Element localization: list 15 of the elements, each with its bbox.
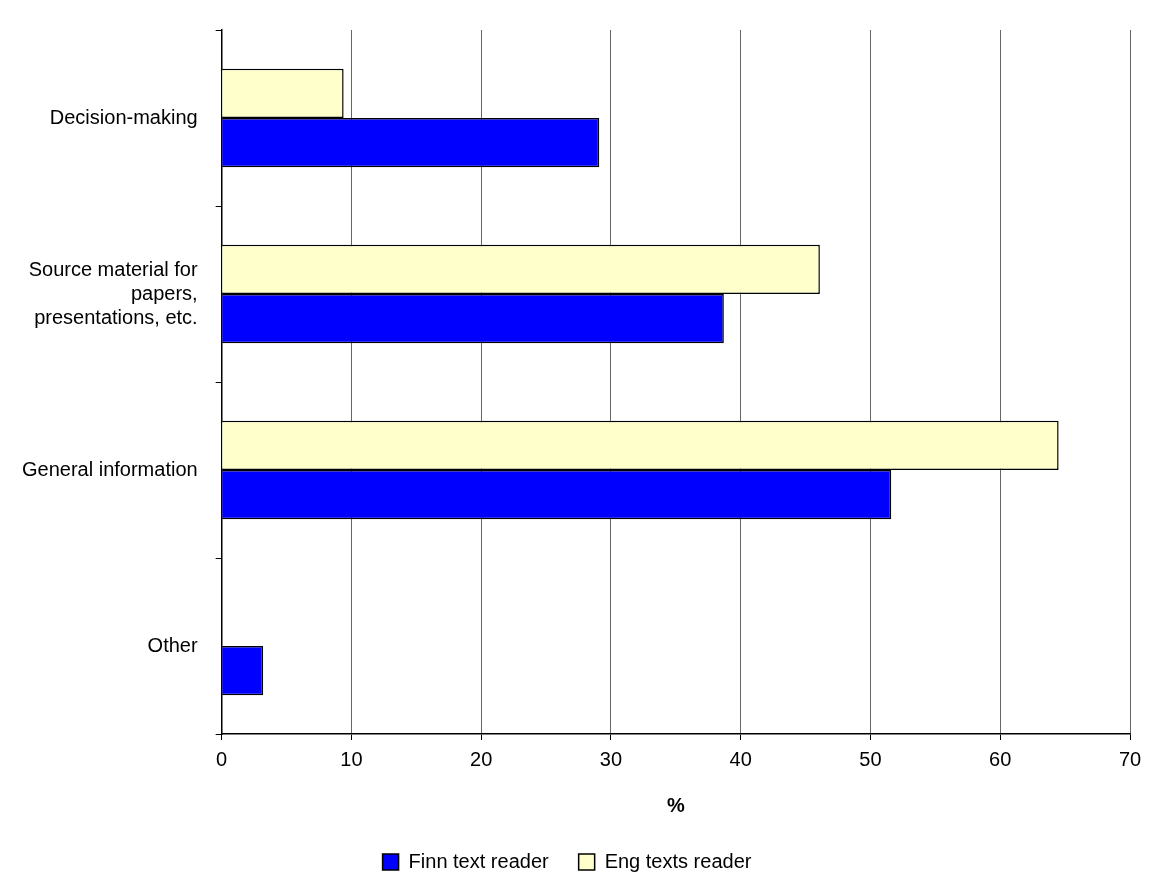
x-tick-label: 30 <box>599 747 623 770</box>
legend-label: Finn text reader <box>408 849 549 872</box>
x-axis-title: % <box>666 793 685 816</box>
x-tick-label: 0 <box>216 747 228 770</box>
x-tick-label: 40 <box>729 747 752 770</box>
y-tick-label: Other <box>147 633 198 656</box>
x-tick-label: 50 <box>859 747 882 770</box>
legend-label: Eng texts reader <box>604 849 752 872</box>
x-tick-label: 20 <box>470 747 493 770</box>
x-tick-label: 10 <box>340 747 363 770</box>
x-tick-label: 60 <box>989 747 1012 770</box>
y-tick-label: Decision-making <box>49 105 198 128</box>
y-tick-label: General information <box>21 457 198 480</box>
y-tick-label: Source material for papers, presentations, etc. <box>28 257 198 328</box>
x-tick-label: 70 <box>1118 747 1142 770</box>
